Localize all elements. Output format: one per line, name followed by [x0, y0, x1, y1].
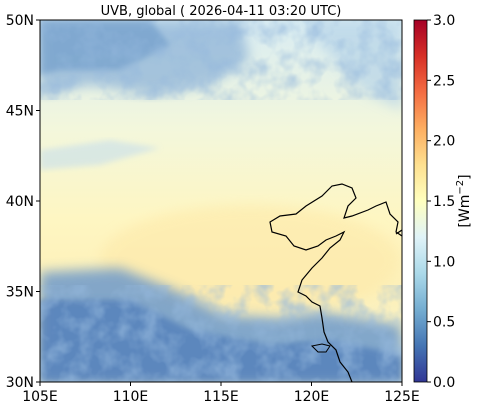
colorbar: 0.0 0.5 1.0 1.5 2.0 2.5 3.0 [Wm−2] — [413, 13, 473, 391]
cloud-texture-north — [40, 20, 402, 100]
x-tick-label: 125E — [384, 389, 420, 405]
y-tick-label: 35N — [6, 285, 34, 301]
colorbar-tick-label: 2.0 — [433, 134, 455, 150]
uvb-field — [40, 20, 402, 382]
colorbar-gradient — [413, 19, 428, 383]
island-coast — [310, 343, 331, 353]
x-tick-label: 105E — [22, 389, 58, 405]
cloud-streak-west — [40, 140, 160, 170]
colorbar-tick-label: 0.5 — [433, 315, 455, 331]
x-axis: 105E 110E 115E 120E 125E — [22, 382, 420, 405]
x-tick-label: 110E — [113, 389, 149, 405]
colorbar-tick-label: 1.0 — [433, 254, 455, 270]
y-tick-label: 45N — [6, 104, 34, 120]
y-axis: 30N 35N 40N 45N 50N — [6, 13, 40, 391]
colorbar-label: [Wm−2] — [455, 174, 473, 227]
colorbar-tick-label: 3.0 — [433, 13, 455, 29]
cloud-texture-south — [40, 285, 402, 382]
y-tick-label: 50N — [6, 13, 34, 29]
y-tick-label: 30N — [6, 375, 34, 391]
coastline — [269, 183, 402, 382]
colorbar-tick-label: 2.5 — [433, 73, 455, 89]
x-tick-label: 120E — [294, 389, 330, 405]
y-tick-label: 40N — [6, 194, 34, 210]
chart-title: UVB, global ( 2026-04-11 03:20 UTC) — [101, 4, 342, 19]
colorbar-tick-label: 1.5 — [433, 194, 455, 210]
x-tick-label: 115E — [203, 389, 239, 405]
coastline-east — [395, 229, 402, 235]
colorbar-tick-label: 0.0 — [433, 375, 455, 391]
colorbar-ticks: 0.0 0.5 1.0 1.5 2.0 2.5 3.0 — [427, 13, 455, 391]
